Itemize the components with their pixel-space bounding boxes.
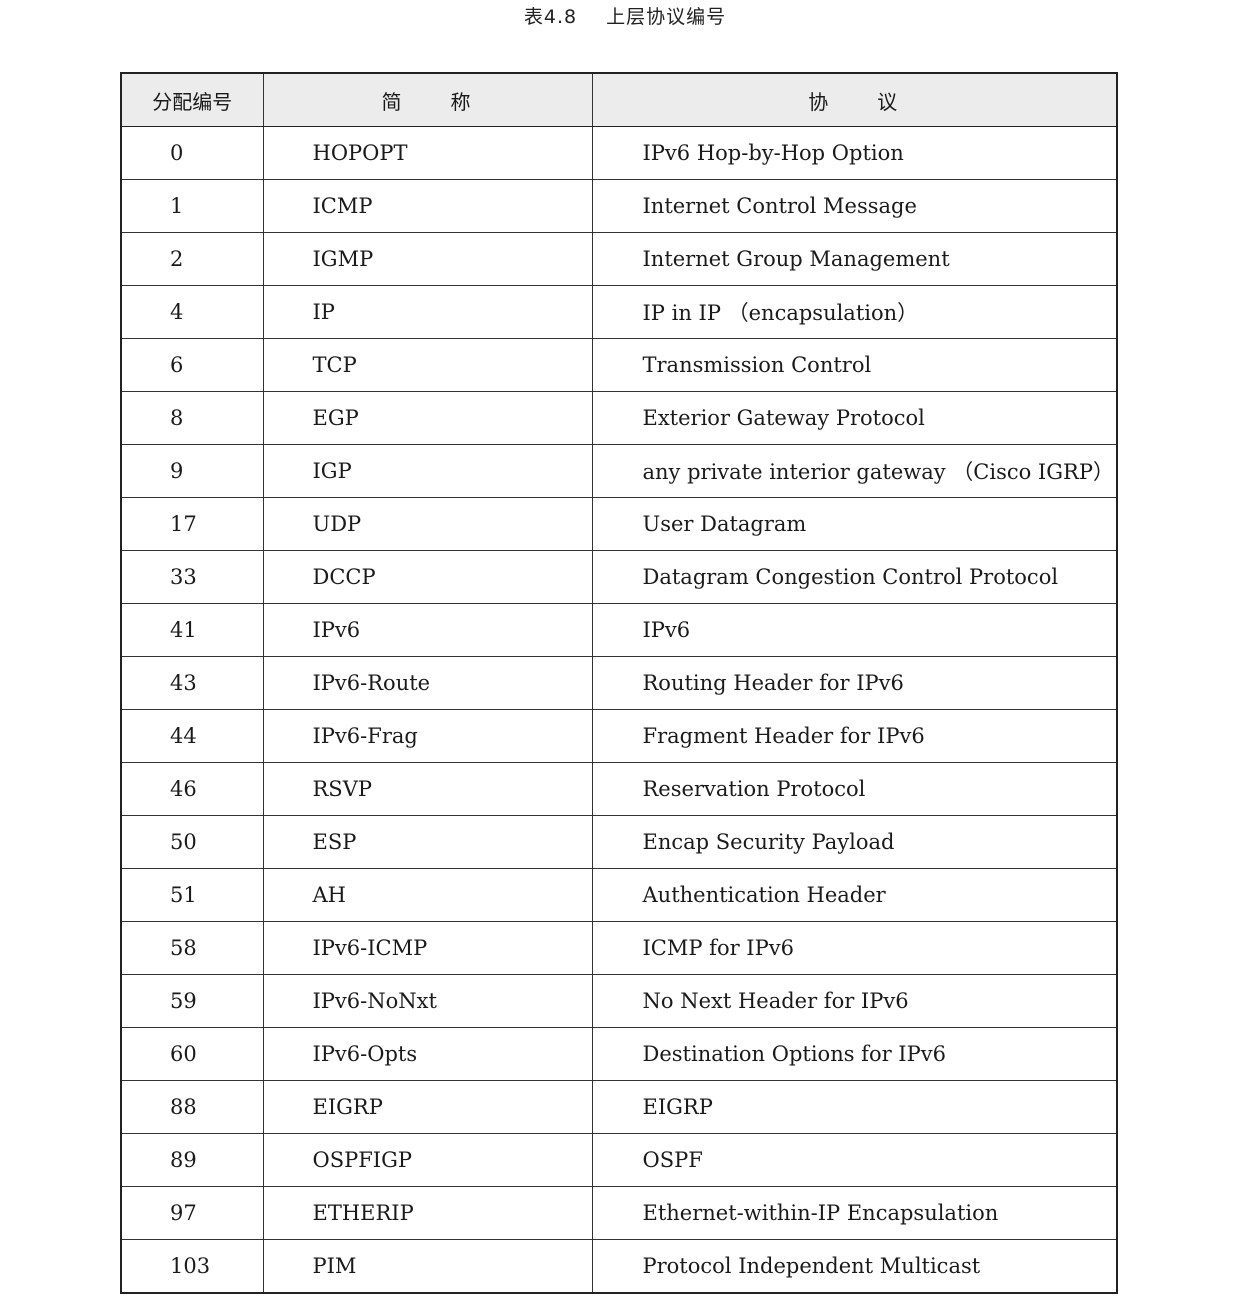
- header-number: 分配编号: [120, 72, 264, 127]
- cell-number: 1: [120, 179, 264, 233]
- cell-protocol: User Datagram: [591, 497, 1118, 551]
- cell-protocol: Exterior Gateway Protocol: [591, 391, 1118, 445]
- cell-protocol: EIGRP: [591, 1080, 1118, 1134]
- cell-abbreviation: UDP: [262, 497, 593, 551]
- cell-protocol: Authentication Header: [591, 868, 1118, 922]
- cell-abbreviation: HOPOPT: [262, 126, 593, 180]
- table-row: 41 IPv6 IPv6: [120, 603, 1118, 657]
- cell-abbreviation: AH: [262, 868, 593, 922]
- cell-protocol: IPv6: [591, 603, 1118, 657]
- cell-abbreviation: IGMP: [262, 232, 593, 286]
- table-row: 103 PIM Protocol Independent Multicast: [120, 1239, 1118, 1294]
- cell-abbreviation: ETHERIP: [262, 1186, 593, 1240]
- cell-protocol: Transmission Control: [591, 338, 1118, 392]
- table-row: 2 IGMP Internet Group Management: [120, 232, 1118, 286]
- cell-number: 103: [120, 1239, 264, 1294]
- table-row: 60 IPv6-Opts Destination Options for IPv6: [120, 1027, 1118, 1081]
- cell-protocol: IP in IP （encapsulation）: [591, 285, 1118, 339]
- cell-number: 97: [120, 1186, 264, 1240]
- cell-abbreviation: IPv6-Frag: [262, 709, 593, 763]
- protocol-number-table: 分配编号 简 称 协 议 0 HOPOPT IPv6 Hop-by-Hop Opti…: [120, 72, 1118, 1294]
- cell-abbreviation: RSVP: [262, 762, 593, 816]
- cell-number: 46: [120, 762, 264, 816]
- cell-number: 50: [120, 815, 264, 869]
- header-protocol: 协 议: [591, 72, 1118, 127]
- cell-number: 6: [120, 338, 264, 392]
- cell-protocol: Destination Options for IPv6: [591, 1027, 1118, 1081]
- cell-number: 88: [120, 1080, 264, 1134]
- cell-number: 59: [120, 974, 264, 1028]
- cell-protocol: No Next Header for IPv6: [591, 974, 1118, 1028]
- cell-protocol: any private interior gateway （Cisco IGRP…: [591, 444, 1118, 498]
- cell-protocol: ICMP for IPv6: [591, 921, 1118, 975]
- cell-abbreviation: PIM: [262, 1239, 593, 1294]
- cell-abbreviation: EIGRP: [262, 1080, 593, 1134]
- cell-abbreviation: IPv6: [262, 603, 593, 657]
- cell-protocol: Ethernet-within-IP Encapsulation: [591, 1186, 1118, 1240]
- cell-number: 44: [120, 709, 264, 763]
- cell-number: 41: [120, 603, 264, 657]
- table-caption-title: 上层协议编号: [606, 6, 727, 28]
- cell-protocol: IPv6 Hop-by-Hop Option: [591, 126, 1118, 180]
- table-row: 88 EIGRP EIGRP: [120, 1080, 1118, 1134]
- cell-protocol: Protocol Independent Multicast: [591, 1239, 1118, 1294]
- table-row: 43 IPv6-Route Routing Header for IPv6: [120, 656, 1118, 710]
- cell-abbreviation: IP: [262, 285, 593, 339]
- table-row: 89 OSPFIGP OSPF: [120, 1133, 1118, 1187]
- table-row: 4 IP IP in IP （encapsulation）: [120, 285, 1118, 339]
- cell-protocol: Fragment Header for IPv6: [591, 709, 1118, 763]
- cell-protocol: Internet Control Message: [591, 179, 1118, 233]
- table-row: 0 HOPOPT IPv6 Hop-by-Hop Option: [120, 126, 1118, 180]
- cell-number: 60: [120, 1027, 264, 1081]
- cell-number: 89: [120, 1133, 264, 1187]
- cell-abbreviation: IGP: [262, 444, 593, 498]
- cell-abbreviation: ESP: [262, 815, 593, 869]
- table-row: 50 ESP Encap Security Payload: [120, 815, 1118, 869]
- cell-number: 2: [120, 232, 264, 286]
- cell-number: 43: [120, 656, 264, 710]
- cell-abbreviation: DCCP: [262, 550, 593, 604]
- table-row: 17 UDP User Datagram: [120, 497, 1118, 551]
- cell-number: 51: [120, 868, 264, 922]
- table-row: 8 EGP Exterior Gateway Protocol: [120, 391, 1118, 445]
- table-row: 58 IPv6-ICMP ICMP for IPv6: [120, 921, 1118, 975]
- cell-number: 4: [120, 285, 264, 339]
- table-row: 97 ETHERIP Ethernet-within-IP Encapsulatio…: [120, 1186, 1118, 1240]
- cell-number: 17: [120, 497, 264, 551]
- cell-abbreviation: IPv6-ICMP: [262, 921, 593, 975]
- table-row: 59 IPv6-NoNxt No Next Header for IPv6: [120, 974, 1118, 1028]
- header-abbreviation: 简 称: [262, 72, 593, 127]
- table-row: 46 RSVP Reservation Protocol: [120, 762, 1118, 816]
- table-body: 0 HOPOPT IPv6 Hop-by-Hop Option 1 ICMP Intern…: [120, 126, 1118, 1294]
- table-row: 9 IGP any private interior gateway （Cisco …: [120, 444, 1118, 498]
- table-caption-label: 表4.8: [523, 6, 578, 28]
- cell-protocol: Internet Group Management: [591, 232, 1118, 286]
- cell-abbreviation: OSPFIGP: [262, 1133, 593, 1187]
- cell-abbreviation: IPv6-Route: [262, 656, 593, 710]
- cell-protocol: OSPF: [591, 1133, 1118, 1187]
- cell-protocol: Reservation Protocol: [591, 762, 1118, 816]
- cell-protocol: Encap Security Payload: [591, 815, 1118, 869]
- table-row: 1 ICMP Internet Control Message: [120, 179, 1118, 233]
- table-row: 33 DCCP Datagram Congestion Control Protoc…: [120, 550, 1118, 604]
- table-caption: 表4.8 上层协议编号: [0, 2, 1250, 29]
- cell-number: 8: [120, 391, 264, 445]
- cell-abbreviation: IPv6-Opts: [262, 1027, 593, 1081]
- cell-number: 58: [120, 921, 264, 975]
- table-header-row: 分配编号 简 称 协 议: [120, 72, 1118, 127]
- cell-number: 0: [120, 126, 264, 180]
- cell-protocol: Routing Header for IPv6: [591, 656, 1118, 710]
- cell-number: 9: [120, 444, 264, 498]
- table-row: 51 AH Authentication Header: [120, 868, 1118, 922]
- table-row: 6 TCP Transmission Control: [120, 338, 1118, 392]
- cell-abbreviation: TCP: [262, 338, 593, 392]
- cell-abbreviation: IPv6-NoNxt: [262, 974, 593, 1028]
- cell-abbreviation: EGP: [262, 391, 593, 445]
- cell-protocol: Datagram Congestion Control Protocol: [591, 550, 1118, 604]
- table-row: 44 IPv6-Frag Fragment Header for IPv6: [120, 709, 1118, 763]
- cell-number: 33: [120, 550, 264, 604]
- cell-abbreviation: ICMP: [262, 179, 593, 233]
